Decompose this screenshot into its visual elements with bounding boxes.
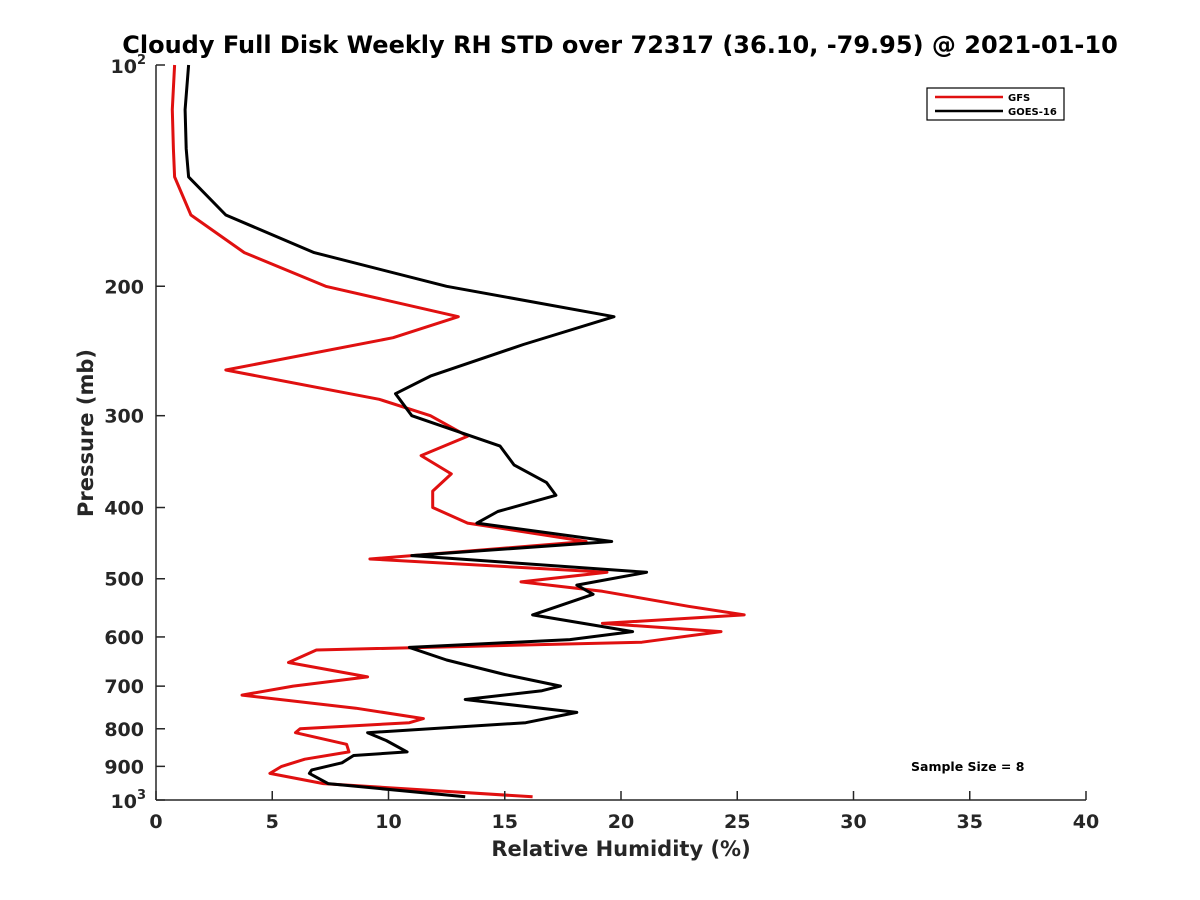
x-tick-label: 5 [266, 811, 279, 833]
y-tick-label: 800 [104, 719, 144, 741]
y-ticks: 200 300 400 500 600 700 800 900 102 103 [104, 53, 165, 813]
legend-box [926, 87, 1065, 121]
chart-title: Cloudy Full Disk Weekly RH STD over 7231… [122, 31, 1118, 59]
x-ticks: 0 5 10 15 20 25 30 35 40 [149, 791, 1099, 833]
x-tick-label: 40 [1073, 811, 1099, 833]
legend-label-goes16: GOES-16 [1008, 107, 1057, 118]
y-tick-label-bottom: 103 [111, 788, 147, 813]
x-tick-label: 35 [957, 811, 983, 833]
x-tick-label: 15 [492, 811, 518, 833]
y-tick-label: 200 [104, 276, 144, 298]
y-tick-label-top: 102 [111, 53, 147, 78]
sample-size-annotation: Sample Size = 8 [911, 759, 1024, 774]
series-line-goes-16 [183, 64, 649, 799]
x-tick-label: 25 [724, 811, 750, 833]
y-tick-label: 400 [104, 498, 144, 520]
series-layer [170, 64, 746, 799]
y-tick-label: 500 [104, 569, 144, 591]
x-axis-label: Relative Humidity (%) [491, 837, 750, 861]
x-tick-label: 20 [608, 811, 634, 833]
legend: GFS GOES-16 [926, 87, 1065, 121]
series-line-gfs [170, 64, 746, 799]
x-tick-label: 30 [840, 811, 866, 833]
x-tick-label: 0 [149, 811, 162, 833]
plot-area: 0 5 10 15 20 25 30 35 40 200 300 400 500 600 700 800 90… [104, 53, 1099, 833]
plot-background [156, 65, 1086, 800]
y-axis-label: Pressure (mb) [74, 349, 98, 517]
x-tick-label: 10 [375, 811, 401, 833]
y-tick-label: 600 [104, 627, 144, 649]
y-tick-label: 300 [104, 406, 144, 428]
y-tick-label: 900 [104, 756, 144, 778]
y-tick-label: 700 [104, 676, 144, 698]
legend-label-gfs: GFS [1008, 93, 1030, 104]
